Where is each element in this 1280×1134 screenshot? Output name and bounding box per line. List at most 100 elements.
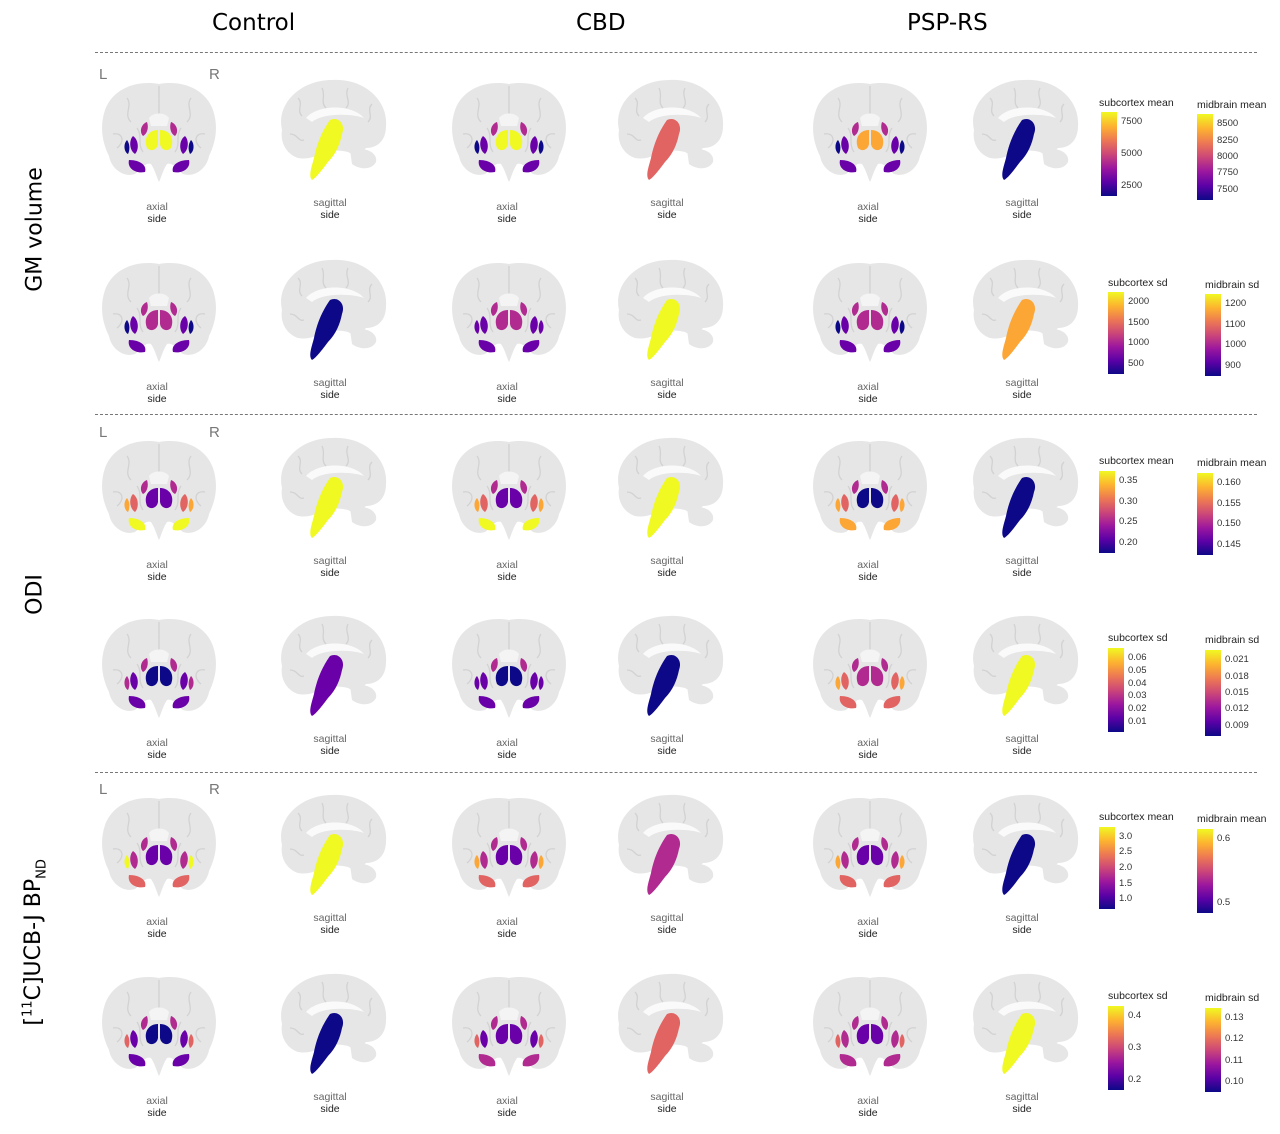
colorbar-tick-label: 1500 — [1128, 316, 1150, 328]
left-marker: L — [99, 424, 108, 441]
lateral-left — [124, 855, 130, 869]
colorbar-tick-label: 0.6 — [1217, 833, 1231, 845]
cortex-silhouette — [102, 83, 216, 182]
colorbar-gradient — [1205, 1008, 1221, 1092]
colorbar-title: subcortex sd — [1108, 277, 1168, 289]
caudate-right — [520, 122, 528, 136]
caption-side-label: side — [320, 1103, 340, 1115]
gyri-lines — [981, 981, 1065, 1035]
gyri-lines — [289, 981, 373, 1035]
lateral-right — [899, 498, 905, 512]
ventricle — [860, 649, 880, 662]
thalamus-right — [510, 130, 523, 151]
sulci-lines — [823, 980, 917, 1047]
axial-brain-view — [452, 977, 566, 1076]
putamen-left — [130, 316, 138, 334]
caudate-left — [851, 480, 859, 494]
gyri-lines — [289, 87, 373, 141]
caudate-left — [140, 1016, 148, 1030]
putamen-right — [530, 851, 538, 869]
colorbar-tick-label: 1000 — [1225, 339, 1247, 351]
caudate-left — [851, 658, 859, 672]
ventricle — [860, 828, 880, 841]
putamen-right — [891, 1030, 899, 1048]
putamen-left — [480, 136, 488, 154]
hippocampus-right — [522, 696, 540, 709]
separator-odi-ucbj — [95, 772, 1257, 773]
colorbar-title: midbrain mean — [1197, 813, 1267, 825]
caption-view-label: sagittal — [1005, 912, 1039, 924]
colorbar-gradient — [1108, 648, 1124, 732]
gyri-lines — [626, 267, 710, 321]
colorbar-title: midbrain mean — [1197, 457, 1267, 469]
lateral-right — [538, 676, 544, 690]
hippocampus-left — [478, 1054, 496, 1067]
hippocampus-left — [839, 340, 857, 353]
sagittal-caption: sagittal side — [627, 1091, 707, 1115]
cerebellum-silhouette — [350, 684, 377, 705]
cerebellum-silhouette — [350, 148, 377, 169]
cerebellum-silhouette — [687, 863, 714, 884]
thalamus-left — [495, 130, 508, 151]
thalamus-left — [145, 845, 158, 866]
sulci-lines — [462, 622, 556, 689]
caption-view-label: sagittal — [650, 733, 684, 745]
thalamus-left — [145, 488, 158, 509]
corpus-callosum — [306, 287, 364, 302]
putamen-right — [891, 316, 899, 334]
caudate-right — [881, 658, 889, 672]
putamen-left — [841, 136, 849, 154]
axial-brain-view — [102, 83, 216, 182]
cerebellum-silhouette — [1042, 328, 1069, 349]
hippocampus-left — [478, 160, 496, 173]
sagittal-caption: sagittal side — [627, 733, 707, 757]
left-marker: L — [99, 781, 108, 798]
caption-side-label: side — [858, 1107, 878, 1119]
sagittal-caption: sagittal side — [627, 912, 707, 936]
cortex-silhouette — [452, 263, 566, 362]
caption-side-label: side — [1012, 745, 1032, 757]
colorbar-tick-label: 0.20 — [1119, 537, 1138, 549]
thalamus-left — [495, 1024, 508, 1045]
axial-brain-view — [102, 798, 216, 897]
midbrain-region — [310, 298, 344, 360]
putamen-left — [480, 672, 488, 690]
caudate-right — [881, 1016, 889, 1030]
gyri-lines — [981, 802, 1065, 856]
axial-caption: axial side — [117, 559, 197, 583]
caption-side-label: side — [657, 745, 677, 757]
sagittal-brain-view — [973, 794, 1079, 895]
caption-view-label: sagittal — [313, 912, 347, 924]
separator-gm-odi — [95, 414, 1257, 415]
ventricle — [149, 1007, 169, 1020]
gyri-lines — [626, 445, 710, 499]
caption-side-label: side — [657, 389, 677, 401]
caption-view-label: axial — [146, 381, 168, 393]
axial-brain-view — [452, 441, 566, 540]
axial-caption: axial side — [828, 737, 908, 761]
lateral-right — [899, 1034, 905, 1048]
colorbar-tick-label: 0.009 — [1225, 719, 1249, 731]
caption-view-label: axial — [857, 381, 879, 393]
gyri-lines — [289, 445, 373, 499]
ventricle — [149, 113, 169, 126]
midbrain-region — [1002, 654, 1036, 716]
caudate-right — [881, 122, 889, 136]
sagittal-caption: sagittal side — [627, 377, 707, 401]
caption-view-label: sagittal — [313, 1091, 347, 1103]
putamen-right — [180, 136, 188, 154]
caption-side-label: side — [657, 1103, 677, 1115]
axial-brain-view — [813, 263, 927, 362]
caudate-right — [520, 302, 528, 316]
caudate-left — [490, 1016, 498, 1030]
colorbar-tick-label: 3.0 — [1119, 830, 1133, 842]
lateral-right — [188, 140, 194, 154]
colorbar-title: midbrain mean — [1197, 99, 1267, 111]
thalamus-left — [145, 130, 158, 151]
sagittal-caption: sagittal side — [290, 912, 370, 936]
lateral-right — [899, 320, 905, 334]
thalamus-left — [495, 310, 508, 331]
ventricle — [149, 828, 169, 841]
sulci-lines — [112, 86, 206, 153]
axial-brain-view — [102, 619, 216, 718]
